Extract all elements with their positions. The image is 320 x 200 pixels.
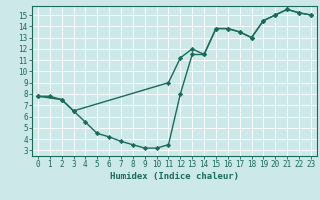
X-axis label: Humidex (Indice chaleur): Humidex (Indice chaleur)	[110, 172, 239, 181]
